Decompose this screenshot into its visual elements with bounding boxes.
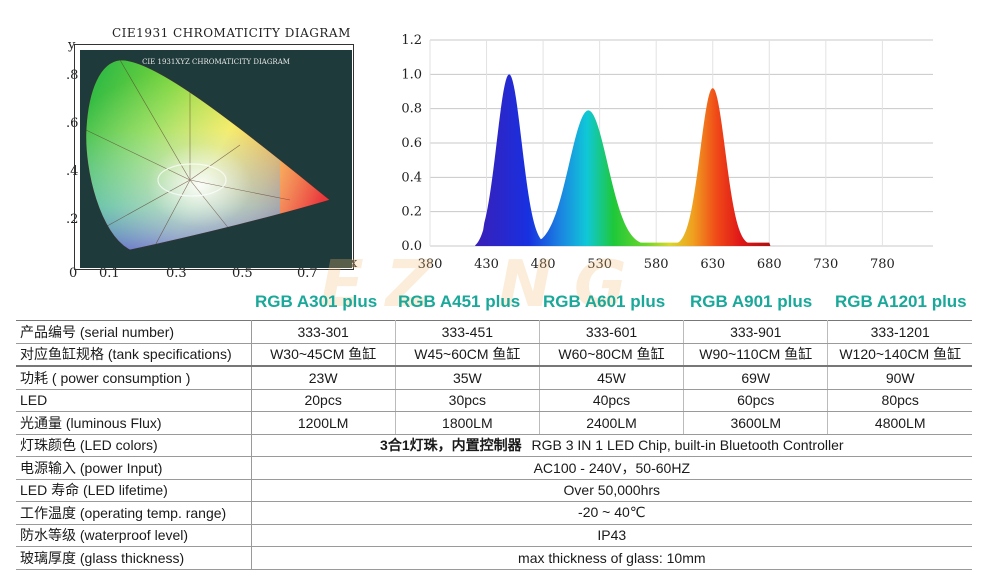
table-row: 玻璃厚度 (glass thickness) max thickness of … bbox=[16, 546, 972, 570]
spectrum-area bbox=[475, 74, 781, 246]
cie-y-tick: .8 bbox=[66, 68, 79, 83]
cell-value: 45W bbox=[539, 365, 685, 390]
x-tick-label: 680 bbox=[757, 257, 782, 272]
cell-value: W90~110CM 鱼缸 bbox=[683, 343, 829, 367]
cell-value: 90W bbox=[827, 365, 972, 390]
cell-value: 333-901 bbox=[683, 320, 829, 344]
table-row: 灯珠颜色 (LED colors) 3合1灯珠，内置控制器 RGB 3 IN 1… bbox=[16, 434, 972, 457]
x-tick-label: 780 bbox=[870, 257, 895, 272]
cell-value: W120~140CM 鱼缸 bbox=[827, 343, 972, 367]
cell-value: 30pcs bbox=[395, 389, 540, 412]
y-tick-label: 0.4 bbox=[401, 170, 422, 185]
row-label: 对应鱼缸规格 (tank specifications) bbox=[16, 343, 252, 367]
row-label: 玻璃厚度 (glass thickness) bbox=[16, 546, 252, 570]
table-row: LED 寿命 (LED lifetime) Over 50,000hrs bbox=[16, 479, 972, 502]
led-colors-en: RGB 3 IN 1 LED Chip, built-in Bluetooth … bbox=[531, 437, 844, 454]
row-label: 光通量 (luminous Flux) bbox=[16, 411, 252, 435]
row-label: 灯珠颜色 (LED colors) bbox=[16, 434, 252, 457]
x-tick-label: 530 bbox=[587, 257, 612, 272]
cell-value: AC100 - 240V，50-60HZ bbox=[251, 456, 972, 480]
y-tick-label: 0.0 bbox=[401, 239, 422, 254]
model-name: RGB A301 plus bbox=[255, 292, 378, 311]
y-tick-label: 1.2 bbox=[401, 33, 422, 48]
cell-value: max thickness of glass: 10mm bbox=[251, 546, 972, 570]
cell-value: 80pcs bbox=[827, 389, 972, 412]
x-axis-ticks: 380 430 480 530 580 630 680 730 780 bbox=[418, 257, 895, 272]
spectrum-chart: 0.0 0.2 0.4 0.6 0.8 1.0 1.2 380 430 480 530 580 630… bbox=[401, 33, 933, 272]
cell-value: 333-451 bbox=[395, 320, 540, 344]
chart-series bbox=[475, 74, 781, 246]
cell-value: Over 50,000hrs bbox=[251, 479, 972, 502]
table-row: LED 20pcs 30pcs 40pcs 60pcs 80pcs bbox=[16, 389, 972, 412]
cell-value: 35W bbox=[395, 365, 540, 390]
cell-value: 2400LM bbox=[539, 411, 685, 435]
model-name: RGB A451 plus bbox=[398, 292, 521, 311]
y-tick-label: 0.8 bbox=[401, 102, 422, 117]
x-tick-label: 380 bbox=[418, 257, 443, 272]
x-tick-label: 430 bbox=[474, 257, 499, 272]
row-label: 产品编号 (serial number) bbox=[16, 320, 252, 344]
y-tick-label: 0.6 bbox=[401, 136, 422, 151]
x-tick-label: 480 bbox=[531, 257, 556, 272]
cell-value: W45~60CM 鱼缸 bbox=[395, 343, 540, 367]
model-name: RGB A1201 plus bbox=[835, 292, 967, 311]
table-row: 光通量 (luminous Flux) 1200LM 1800LM 2400LM… bbox=[16, 411, 972, 435]
cell-value: -20 ~ 40℃ bbox=[251, 501, 972, 525]
cell-value: 23W bbox=[251, 365, 396, 390]
y-tick-label: 1.0 bbox=[401, 67, 422, 82]
table-row: 工作温度 (operating temp. range) -20 ~ 40℃ bbox=[16, 501, 972, 525]
cie-y-tick: .2 bbox=[66, 212, 79, 227]
cell-value: W30~45CM 鱼缸 bbox=[251, 343, 396, 367]
row-label: 电源输入 (power Input) bbox=[16, 456, 252, 480]
x-tick-label: 630 bbox=[700, 257, 725, 272]
model-name: RGB A901 plus bbox=[690, 292, 813, 311]
cell-value: 20pcs bbox=[251, 389, 396, 412]
cell-value: IP43 bbox=[251, 524, 972, 547]
spec-table: 产品编号 (serial number) 333-301 333-451 333… bbox=[16, 320, 972, 570]
y-axis-ticks: 0.0 0.2 0.4 0.6 0.8 1.0 1.2 bbox=[401, 33, 422, 254]
row-label: 工作温度 (operating temp. range) bbox=[16, 501, 252, 525]
row-label: LED 寿命 (LED lifetime) bbox=[16, 479, 252, 502]
cie-y-tick: .4 bbox=[66, 164, 79, 179]
cell-value: 40pcs bbox=[539, 389, 685, 412]
cie-title: CIE1931 CHROMATICITY DIAGRAM bbox=[112, 26, 351, 40]
led-colors-cn: 3合1灯珠，内置控制器 bbox=[380, 437, 522, 454]
cell-value: 333-301 bbox=[251, 320, 396, 344]
cell-value: W60~80CM 鱼缸 bbox=[539, 343, 685, 367]
row-label: 防水等级 (waterproof level) bbox=[16, 524, 252, 547]
cie-horseshoe-image: CIE 1931XYZ CHROMATICITY DIAGRAM bbox=[80, 50, 352, 268]
row-label: LED bbox=[16, 389, 252, 412]
cell-value: 1200LM bbox=[251, 411, 396, 435]
cell-value: 4800LM bbox=[827, 411, 972, 435]
cell-value: 333-1201 bbox=[827, 320, 972, 344]
cie-x-tick: 0 bbox=[69, 266, 78, 281]
x-tick-label: 580 bbox=[644, 257, 669, 272]
cell-value: 60pcs bbox=[683, 389, 829, 412]
table-row: 防水等级 (waterproof level) IP43 bbox=[16, 524, 972, 547]
table-row: 产品编号 (serial number) 333-301 333-451 333… bbox=[16, 320, 972, 344]
cell-value: 69W bbox=[683, 365, 829, 390]
row-label: 功耗 ( power consumption ) bbox=[16, 365, 252, 390]
table-row: 对应鱼缸规格 (tank specifications) W30~45CM 鱼缸… bbox=[16, 343, 972, 367]
y-tick-label: 0.2 bbox=[401, 205, 422, 220]
cell-value: 1800LM bbox=[395, 411, 540, 435]
cie-plot-frame bbox=[74, 44, 354, 270]
cell-value: 3600LM bbox=[683, 411, 829, 435]
cell-value: 333-601 bbox=[539, 320, 685, 344]
cell-value: 3合1灯珠，内置控制器 RGB 3 IN 1 LED Chip, built-i… bbox=[251, 434, 972, 457]
table-row: 电源输入 (power Input) AC100 - 240V，50-60HZ bbox=[16, 456, 972, 480]
watermark: EZ NG bbox=[320, 248, 649, 322]
model-name: RGB A601 plus bbox=[543, 292, 666, 311]
cie-inner-title: CIE 1931XYZ CHROMATICITY DIAGRAM bbox=[142, 58, 290, 66]
x-tick-label: 730 bbox=[813, 257, 838, 272]
cie-diagram-panel: CIE1931 CHROMATICITY DIAGRAM y x .8 .6 .… bbox=[0, 0, 370, 290]
cie-y-tick: .6 bbox=[66, 116, 79, 131]
cie-y-axis-label: y bbox=[68, 38, 76, 53]
table-row: 功耗 ( power consumption ) 23W 35W 45W 69W… bbox=[16, 365, 972, 390]
